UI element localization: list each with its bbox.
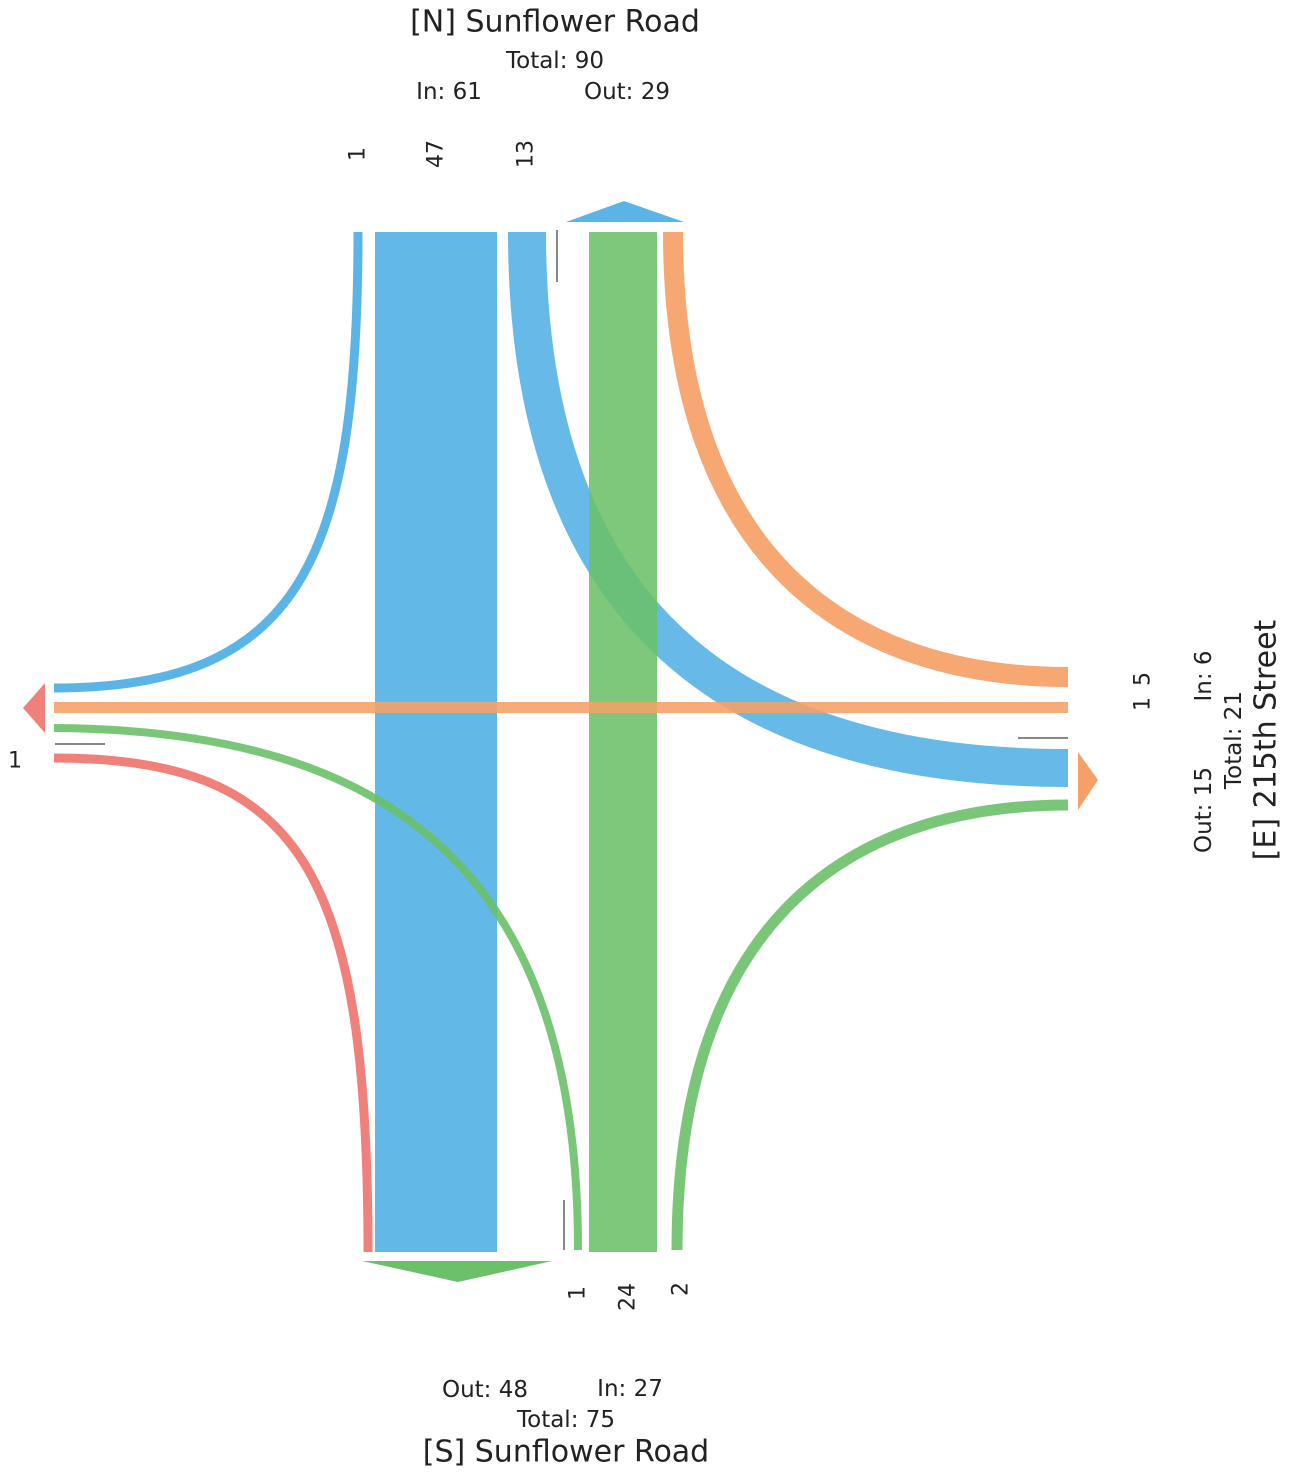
south-out: Out: 48 — [441, 1377, 529, 1403]
south-exit-arrow — [362, 1261, 552, 1282]
west-exit-arrow — [23, 683, 45, 733]
flow-north-to-south — [375, 232, 497, 1252]
east-total: Total: 21 — [1221, 690, 1247, 790]
east-out: Out: 15 — [1191, 766, 1217, 854]
south-total: Total: 75 — [516, 1407, 616, 1433]
flow-south-to-west — [53, 724, 582, 1251]
south-lane-count-right: 2 — [668, 1282, 694, 1296]
north-road-title: [N] Sunflower Road — [410, 4, 700, 40]
flow-east-to-north — [663, 231, 1069, 687]
south-lane-count-left: 1 — [565, 1286, 591, 1300]
flow-south-to-east — [671, 799, 1069, 1251]
north-total: Total: 90 — [505, 48, 605, 74]
east-lane-count-top: 5 — [1130, 672, 1156, 686]
north-exit-arrow — [566, 201, 684, 222]
flow-north-to-west — [53, 231, 363, 693]
east-lane-count-bottom: 1 — [1130, 697, 1156, 711]
flow-south-to-north — [589, 232, 657, 1252]
north-in: In: 61 — [416, 79, 482, 105]
flow-east-to-west — [54, 702, 1068, 713]
east-exit-arrow — [1078, 752, 1098, 810]
north-out: Out: 29 — [583, 79, 671, 105]
south-lane-count-through: 24 — [615, 1283, 641, 1311]
north-lane-count-right: 13 — [513, 140, 539, 168]
west-lane-count: 1 — [8, 748, 22, 774]
north-lane-count-left: 1 — [345, 147, 371, 161]
flow-west-to-south — [53, 753, 373, 1253]
east-road-title: [E] 215th Street — [1248, 619, 1284, 861]
east-in: In: 6 — [1191, 650, 1217, 702]
south-road-title: [S] Sunflower Road — [422, 1434, 710, 1470]
north-lane-count-through: 47 — [423, 140, 449, 168]
south-in: In: 27 — [597, 1376, 663, 1402]
flow-north-to-east — [508, 231, 1069, 787]
